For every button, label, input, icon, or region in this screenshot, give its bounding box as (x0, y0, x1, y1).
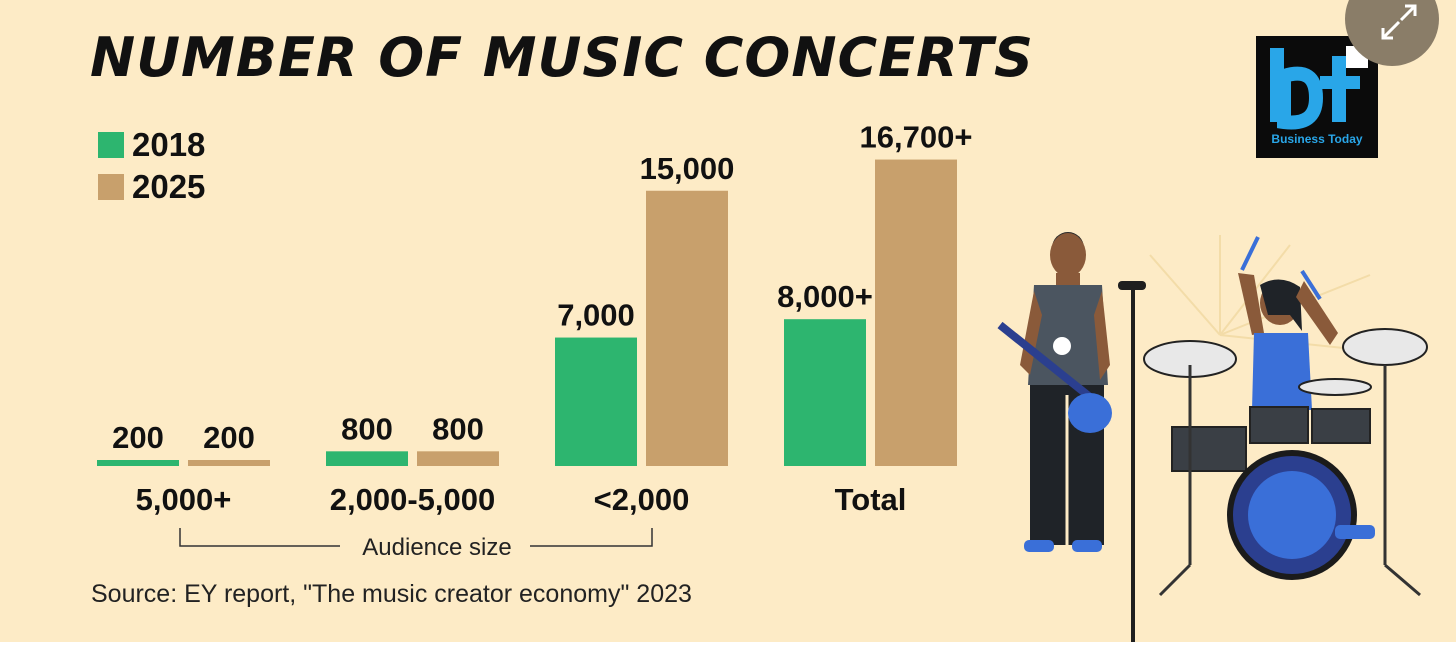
bar-chart: 200 200 5,000+ 800 800 2,000-5,000 7,000 15,000… (97, 120, 973, 561)
expand-button[interactable] (1345, 0, 1439, 66)
legend-label-2018: 2018 (132, 126, 206, 163)
bar-value-label: 200 (112, 420, 164, 455)
bar-value-label: 7,000 (557, 298, 635, 333)
bar-value-label: 15,000 (640, 151, 735, 186)
audience-size-label: Audience size (362, 534, 511, 561)
legend-item-2018: 2018 (98, 126, 206, 163)
category-label: <2,000 (594, 482, 690, 517)
rock-band-illustration (997, 232, 1428, 642)
bar-2025-2 (646, 190, 728, 466)
legend-swatch-2018 (98, 132, 124, 158)
bar-2018-0 (97, 460, 179, 466)
bar-value-label: 8,000+ (777, 279, 873, 314)
business-today-logo: Business Today (1256, 36, 1378, 158)
audience-bracket (179, 528, 653, 547)
bar-value-label: 200 (203, 420, 255, 455)
category-label: 2,000-5,000 (330, 482, 495, 517)
bar-2025-3 (875, 159, 957, 466)
bar-value-label: 800 (341, 411, 393, 446)
expand-arrows-icon (1381, 4, 1417, 40)
bar-2018-3 (784, 319, 866, 466)
chart-title: NUMBER OF MUSIC CONCERTS (90, 26, 1034, 89)
legend-item-2025: 2025 (98, 168, 206, 205)
legend-label-2025: 2025 (132, 168, 206, 205)
guitarist-figure (997, 232, 1112, 552)
bt-logo-icon (1270, 46, 1368, 130)
bar-2018-2 (555, 337, 637, 466)
legend-swatch-2025 (98, 174, 124, 200)
bar-2025-0 (188, 460, 270, 466)
microphone-stand (1118, 281, 1146, 642)
category-label: Total (835, 482, 907, 517)
logo-subtitle: Business Today (1271, 132, 1363, 146)
bar-value-label: 16,700+ (860, 120, 973, 155)
bar-2025-1 (417, 451, 499, 466)
source-note: Source: EY report, "The music creator ec… (91, 580, 692, 608)
bar-value-label: 800 (432, 411, 484, 446)
drummer-figure (1143, 236, 1428, 597)
bar-2018-1 (326, 451, 408, 466)
category-label: 5,000+ (136, 482, 232, 517)
